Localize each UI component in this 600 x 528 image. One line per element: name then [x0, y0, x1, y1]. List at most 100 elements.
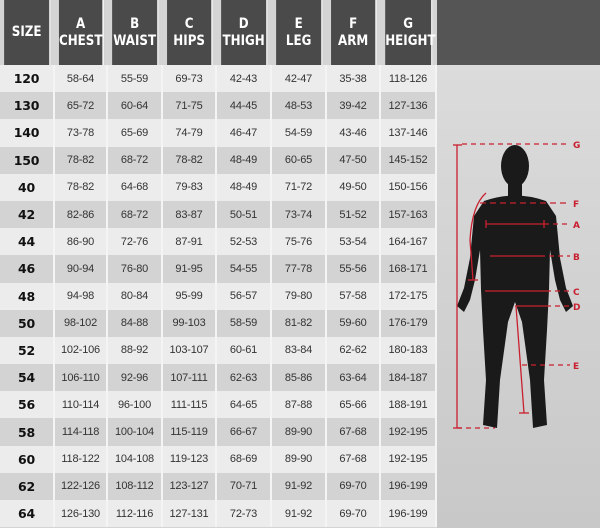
- size-cell: 140: [0, 119, 55, 147]
- size-cell: 50: [0, 309, 55, 337]
- label-b: B: [573, 253, 580, 263]
- measurement-cell: 63-64: [327, 364, 381, 392]
- size-cell: 54: [0, 364, 55, 392]
- measurement-cell: 80-84: [108, 282, 163, 310]
- measurement-cell: 91-95: [163, 255, 217, 283]
- measurement-cell: 73-74: [272, 200, 327, 229]
- measurement-cell: 69-73: [163, 65, 217, 93]
- measurement-cell: 69-70: [327, 500, 381, 528]
- label-f: F: [573, 200, 579, 210]
- measurement-cell: 54-59: [272, 119, 327, 147]
- measurement-cell: 87-91: [163, 228, 217, 256]
- measurement-cell: 60-65: [272, 146, 327, 174]
- measurement-cell: 82-86: [55, 200, 108, 229]
- measurement-cell: 87-88: [272, 391, 327, 419]
- measurement-cell: 71-75: [163, 92, 217, 120]
- measurement-cell: 90-94: [55, 255, 108, 283]
- measurement-cell: 56-57: [217, 282, 272, 310]
- measurement-cell: 48-49: [217, 146, 272, 174]
- measurement-cell: 172-175: [381, 282, 437, 310]
- size-cell: 60: [0, 445, 55, 473]
- column-letter: B: [130, 15, 140, 32]
- measurement-cell: 118-122: [55, 445, 108, 473]
- measurement-cell: 62-62: [327, 336, 381, 365]
- measurement-cell: 50-51: [217, 200, 272, 229]
- label-a: A: [573, 221, 580, 231]
- arm-line: [469, 192, 487, 281]
- measurement-cell: 79-83: [163, 173, 217, 201]
- measurement-cell: 83-84: [272, 336, 327, 365]
- measurement-cell: 123-127: [163, 472, 217, 500]
- measurement-cell: 150-156: [381, 173, 437, 201]
- measurement-cell: 81-82: [272, 309, 327, 337]
- measurement-cell: 58-59: [217, 309, 272, 337]
- column-letter: E: [294, 15, 303, 32]
- body-measurement-figure: G F A B C D E: [453, 141, 580, 429]
- measurement-cell: 64-68: [108, 173, 163, 201]
- size-cell: 44: [0, 228, 55, 256]
- measurement-cell: 55-59: [108, 65, 163, 93]
- measurement-cell: 104-108: [108, 445, 163, 473]
- column-header-arm: F ARM: [331, 0, 377, 65]
- measurement-cell: 85-86: [272, 364, 327, 392]
- measurement-cell: 92-96: [108, 364, 163, 392]
- size-cell: 150: [0, 146, 55, 174]
- measurement-cell: 57-58: [327, 282, 381, 310]
- column-name: SIZE: [11, 24, 42, 40]
- measurement-cell: 42-43: [217, 65, 272, 93]
- measurement-cell: 99-103: [163, 309, 217, 337]
- measurement-cell: 115-119: [163, 418, 217, 446]
- measurement-cell: 71-72: [272, 173, 327, 201]
- measurement-cell: 47-50: [327, 146, 381, 174]
- body-silhouette: [457, 145, 573, 428]
- measurement-cell: 107-111: [163, 364, 217, 392]
- measurement-cell: 78-82: [55, 146, 108, 174]
- measurement-cell: 75-76: [272, 228, 327, 256]
- measurement-cell: 76-80: [108, 255, 163, 283]
- measurement-cell: 66-67: [217, 418, 272, 446]
- measurement-cell: 188-191: [381, 391, 437, 419]
- measurement-cell: 94-98: [55, 282, 108, 310]
- measurement-cell: 72-76: [108, 228, 163, 256]
- measurement-cell: 72-73: [217, 500, 272, 528]
- measurement-cell: 48-49: [217, 173, 272, 201]
- column-name: WAIST: [113, 32, 157, 49]
- measurement-cell: 65-66: [327, 391, 381, 419]
- measurement-cell: 114-118: [55, 418, 108, 446]
- measurement-cell: 64-65: [217, 391, 272, 419]
- measurement-cell: 184-187: [381, 364, 437, 392]
- measurement-cell: 70-71: [217, 472, 272, 500]
- measurement-cell: 42-47: [272, 65, 327, 93]
- column-letter: D: [238, 15, 249, 32]
- measurement-cell: 55-56: [327, 255, 381, 283]
- measurement-cell: 68-72: [108, 146, 163, 174]
- measurement-cell: 192-195: [381, 418, 437, 446]
- measurement-cell: 91-92: [272, 500, 327, 528]
- measurement-cell: 83-87: [163, 200, 217, 229]
- measurement-cell: 62-63: [217, 364, 272, 392]
- column-letter: F: [349, 15, 358, 32]
- measurement-cell: 108-112: [108, 472, 163, 500]
- column-header-waist: B WAIST: [112, 0, 159, 65]
- column-header-thigh: D THIGH: [221, 0, 268, 65]
- measurement-cell: 119-123: [163, 445, 217, 473]
- measurement-cell: 164-167: [381, 228, 437, 256]
- measurement-cell: 51-52: [327, 200, 381, 229]
- measurement-cell: 103-107: [163, 336, 217, 365]
- measurement-cell: 79-80: [272, 282, 327, 310]
- size-cell: 64: [0, 500, 55, 528]
- column-name: LEG: [285, 32, 312, 49]
- measurement-cell: 122-126: [55, 472, 108, 500]
- column-name: HEIGHT: [385, 32, 436, 49]
- column-letter: G: [403, 15, 414, 32]
- measurement-cell: 192-195: [381, 445, 437, 473]
- measurement-cell: 111-115: [163, 391, 217, 419]
- column-name: CHEST: [58, 32, 103, 49]
- size-chart-table: SIZE A CHEST B WAIST C HIPS D THIGH E LEG F ARM G HEIG…: [0, 0, 437, 528]
- size-cell: 120: [0, 65, 55, 93]
- size-cell: 52: [0, 336, 55, 365]
- column-letter: A: [76, 15, 86, 32]
- column-header-leg: E LEG: [276, 0, 323, 65]
- measurement-cell: 96-100: [108, 391, 163, 419]
- column-letter: C: [184, 15, 194, 32]
